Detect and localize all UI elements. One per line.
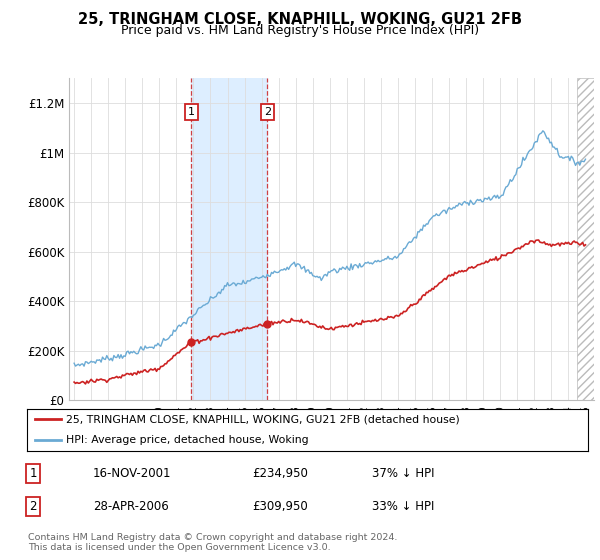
Text: 25, TRINGHAM CLOSE, KNAPHILL, WOKING, GU21 2FB: 25, TRINGHAM CLOSE, KNAPHILL, WOKING, GU… xyxy=(78,12,522,27)
Bar xyxy=(191,78,267,400)
Text: 2: 2 xyxy=(263,107,271,117)
Text: £309,950: £309,950 xyxy=(252,500,308,514)
Text: 2: 2 xyxy=(29,500,37,514)
Text: £234,950: £234,950 xyxy=(252,466,308,480)
Text: 33% ↓ HPI: 33% ↓ HPI xyxy=(372,500,434,514)
Text: Price paid vs. HM Land Registry's House Price Index (HPI): Price paid vs. HM Land Registry's House … xyxy=(121,24,479,36)
Text: 1: 1 xyxy=(188,107,195,117)
Text: 28-APR-2006: 28-APR-2006 xyxy=(93,500,169,514)
Text: This data is licensed under the Open Government Licence v3.0.: This data is licensed under the Open Gov… xyxy=(28,543,331,552)
Text: 25, TRINGHAM CLOSE, KNAPHILL, WOKING, GU21 2FB (detached house): 25, TRINGHAM CLOSE, KNAPHILL, WOKING, GU… xyxy=(66,414,460,424)
Text: 16-NOV-2001: 16-NOV-2001 xyxy=(93,466,172,480)
Text: HPI: Average price, detached house, Woking: HPI: Average price, detached house, Woki… xyxy=(66,435,309,445)
Bar xyxy=(577,78,594,400)
Text: 1: 1 xyxy=(29,466,37,480)
Text: 37% ↓ HPI: 37% ↓ HPI xyxy=(372,466,434,480)
Text: Contains HM Land Registry data © Crown copyright and database right 2024.: Contains HM Land Registry data © Crown c… xyxy=(28,533,398,542)
Bar xyxy=(577,78,594,400)
